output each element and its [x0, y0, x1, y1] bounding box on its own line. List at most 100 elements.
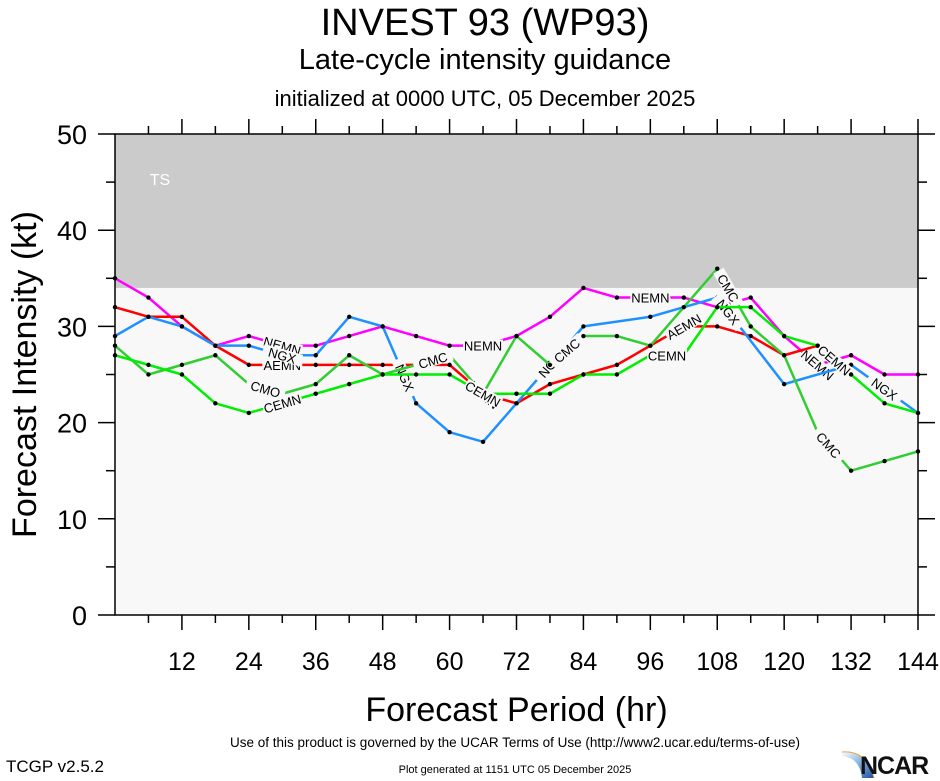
x-tick-label: 144 [897, 648, 939, 676]
data-point [313, 381, 318, 387]
data-point [748, 295, 753, 300]
data-point [447, 343, 452, 348]
data-point [347, 362, 352, 368]
series-label-bg [811, 426, 847, 465]
series-label-bg [798, 347, 837, 383]
data-point [146, 362, 151, 368]
data-point [146, 314, 151, 319]
series-line-ngx [114, 296, 919, 444]
data-point [848, 468, 854, 473]
data-point [748, 333, 753, 339]
data-point [614, 372, 620, 377]
data-point [447, 430, 452, 435]
series-label-bg [711, 292, 746, 332]
series-label-bg [463, 339, 504, 352]
data-point [781, 353, 787, 358]
data-point [681, 295, 686, 300]
data-point [112, 353, 118, 358]
data-point [246, 410, 252, 416]
y-tick-label: 0 [72, 601, 87, 631]
data-point [882, 458, 887, 464]
series-label-bg [261, 392, 304, 415]
x-tick-label: 132 [830, 648, 872, 676]
data-point [547, 391, 553, 396]
series-label: NEMN [631, 291, 669, 306]
data-point [848, 353, 854, 358]
series-label: CEMN [648, 348, 686, 363]
data-point [213, 401, 218, 406]
data-point [514, 333, 519, 339]
x-tick-label: 60 [436, 648, 464, 676]
data-point [213, 343, 218, 348]
data-point [648, 314, 653, 319]
data-point [246, 333, 252, 339]
data-point [413, 333, 419, 339]
y-tick-label: 20 [57, 409, 87, 439]
series-label-bg [411, 348, 454, 372]
x-tick-label: 84 [570, 648, 598, 676]
band-ts [115, 134, 918, 288]
x-tick-label: 120 [763, 648, 805, 676]
data-point [882, 372, 887, 377]
data-point [915, 372, 921, 377]
x-tick-label: 72 [503, 648, 531, 676]
series-label-bg [713, 267, 744, 309]
data-point [547, 314, 553, 319]
data-point [380, 362, 385, 368]
data-point [447, 362, 452, 368]
series-line-aemn [114, 305, 818, 405]
data-point [447, 372, 452, 377]
data-point [547, 362, 553, 368]
initialized-label: initialized at 0000 UTC, 05 December 202… [274, 86, 696, 111]
x-tick-label: 24 [235, 648, 263, 676]
data-point [547, 381, 553, 387]
data-point [848, 372, 854, 377]
data-point [715, 266, 720, 271]
band-label: TS [150, 172, 170, 189]
data-point [514, 391, 519, 396]
data-point [112, 304, 118, 310]
data-point [380, 324, 385, 329]
data-point [781, 333, 787, 339]
data-point [179, 362, 185, 368]
chart-subtitle: Late-cycle intensity guidance [298, 44, 672, 76]
y-tick-label: 10 [57, 505, 87, 535]
terms-of-use-text: Use of this product is governed by the U… [230, 735, 800, 750]
data-point [213, 353, 218, 358]
ncar-logo-text: NCAR [860, 752, 929, 780]
data-point [413, 401, 419, 406]
data-point [380, 372, 385, 377]
series-label-bg [244, 377, 287, 401]
data-point [112, 276, 118, 281]
data-point [179, 324, 185, 329]
data-point [146, 295, 151, 300]
data-point [413, 372, 419, 377]
series-label-bg [630, 291, 671, 304]
y-axis-label: Forecast Intensity (kt) [6, 211, 44, 538]
data-point [581, 333, 586, 339]
data-point [514, 401, 519, 406]
data-point [112, 333, 118, 339]
data-point [246, 362, 252, 368]
data-point [347, 333, 352, 339]
series-label-bg [647, 349, 688, 362]
data-point [815, 343, 820, 348]
series-label-bg [663, 311, 705, 342]
data-point [179, 372, 185, 377]
ncar-logo-icon [842, 751, 875, 778]
data-point [313, 353, 318, 358]
data-point [715, 324, 720, 329]
x-tick-label: 108 [696, 648, 738, 676]
series-label-bg [462, 378, 504, 409]
chart-title: INVEST 93 (WP93) [320, 2, 650, 44]
data-point [648, 343, 653, 348]
data-point [347, 314, 352, 319]
data-point [146, 372, 151, 377]
data-point [347, 381, 352, 387]
y-tick-label: 50 [57, 120, 87, 150]
data-point [681, 304, 686, 310]
series-label-bg [261, 343, 304, 367]
x-tick-label: 12 [168, 648, 196, 676]
data-point [313, 362, 318, 368]
